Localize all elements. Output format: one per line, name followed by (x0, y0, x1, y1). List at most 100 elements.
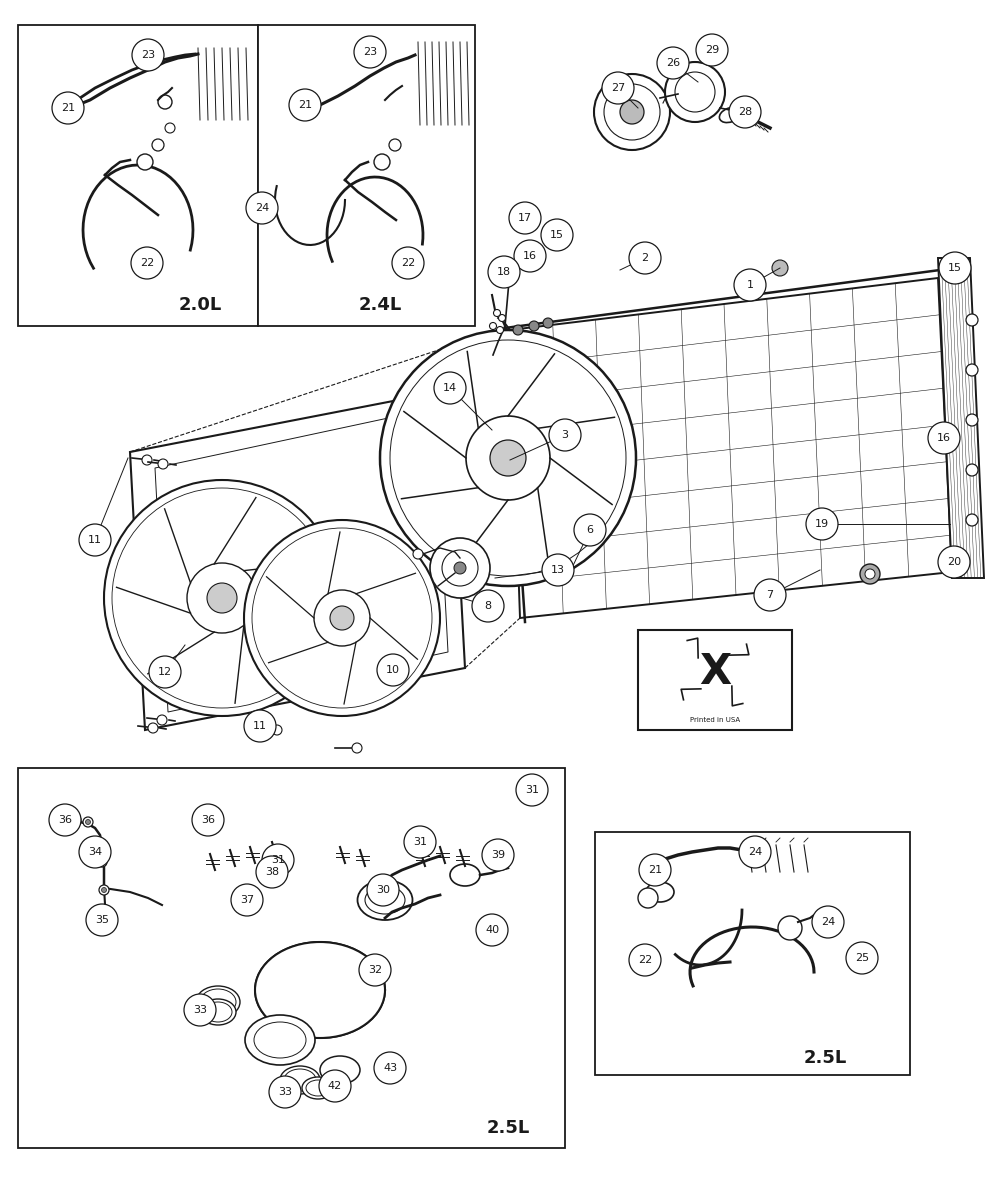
Ellipse shape (302, 1078, 334, 1099)
Circle shape (404, 826, 436, 858)
Circle shape (928, 422, 960, 454)
Text: 13: 13 (551, 565, 565, 575)
Text: 36: 36 (201, 815, 215, 826)
Text: 7: 7 (767, 590, 774, 600)
Text: 26: 26 (666, 58, 680, 68)
Text: 11: 11 (253, 721, 267, 731)
Text: 35: 35 (95, 914, 109, 925)
Circle shape (79, 524, 111, 556)
Circle shape (380, 330, 636, 586)
Text: 22: 22 (401, 258, 415, 268)
Circle shape (231, 884, 263, 916)
Circle shape (966, 514, 978, 526)
Circle shape (772, 260, 788, 276)
Circle shape (269, 1076, 301, 1108)
Circle shape (207, 583, 237, 613)
Circle shape (629, 944, 661, 976)
Circle shape (542, 554, 574, 586)
Circle shape (86, 820, 91, 824)
Circle shape (846, 942, 878, 974)
Polygon shape (510, 278, 952, 618)
Circle shape (83, 817, 93, 827)
Text: 43: 43 (383, 1063, 397, 1073)
Circle shape (413, 550, 423, 559)
Circle shape (256, 856, 288, 888)
Circle shape (497, 326, 504, 334)
Ellipse shape (719, 108, 741, 122)
Circle shape (865, 569, 875, 578)
Text: 20: 20 (947, 557, 961, 566)
Text: 16: 16 (937, 433, 951, 443)
Text: 25: 25 (855, 953, 869, 962)
Circle shape (244, 710, 276, 742)
Circle shape (389, 139, 401, 151)
Circle shape (104, 480, 340, 716)
Text: Printed in USA: Printed in USA (690, 716, 740, 722)
Text: 38: 38 (265, 866, 279, 877)
Circle shape (778, 916, 802, 940)
Circle shape (100, 859, 105, 864)
Circle shape (158, 95, 172, 109)
Circle shape (490, 440, 526, 476)
Circle shape (499, 314, 506, 322)
Circle shape (430, 538, 490, 598)
Circle shape (696, 34, 728, 66)
Circle shape (472, 590, 504, 622)
Ellipse shape (255, 942, 385, 1038)
Circle shape (966, 314, 978, 326)
Circle shape (157, 715, 167, 725)
Bar (258, 25, 475, 326)
Text: 40: 40 (485, 925, 499, 935)
Ellipse shape (245, 1015, 315, 1066)
Circle shape (541, 218, 573, 251)
Text: 6: 6 (587, 526, 594, 535)
Circle shape (392, 247, 424, 278)
Circle shape (158, 458, 168, 469)
Circle shape (142, 455, 152, 464)
Text: 16: 16 (523, 251, 537, 260)
Circle shape (319, 1070, 351, 1102)
Circle shape (359, 954, 391, 986)
Text: X: X (699, 650, 731, 692)
Circle shape (165, 122, 175, 133)
Circle shape (262, 844, 294, 876)
Text: 1: 1 (747, 280, 754, 290)
Polygon shape (938, 258, 984, 578)
Text: 19: 19 (815, 518, 829, 529)
Circle shape (966, 414, 978, 426)
Text: 24: 24 (748, 847, 762, 857)
Circle shape (86, 904, 118, 936)
Circle shape (812, 906, 844, 938)
Circle shape (966, 464, 978, 476)
Circle shape (131, 247, 163, 278)
Text: 10: 10 (386, 665, 400, 674)
Circle shape (482, 839, 514, 871)
Text: 31: 31 (525, 785, 539, 794)
Circle shape (516, 774, 548, 806)
Text: 11: 11 (88, 535, 102, 545)
Text: 15: 15 (550, 230, 564, 240)
Text: 24: 24 (255, 203, 269, 214)
Circle shape (488, 256, 520, 288)
Text: 31: 31 (413, 838, 427, 847)
Bar (638, 630, 792, 730)
Ellipse shape (358, 880, 413, 920)
Circle shape (289, 89, 321, 121)
Circle shape (574, 514, 606, 546)
Bar (18, 768, 565, 1148)
Circle shape (754, 578, 786, 611)
Circle shape (529, 320, 539, 331)
Ellipse shape (196, 986, 240, 1018)
Circle shape (71, 815, 81, 826)
Circle shape (860, 564, 880, 584)
Circle shape (149, 656, 181, 688)
Text: 36: 36 (58, 815, 72, 826)
Circle shape (330, 606, 354, 630)
Circle shape (638, 888, 658, 908)
Circle shape (549, 419, 581, 451)
Text: 2.4L: 2.4L (359, 296, 402, 314)
Circle shape (434, 372, 466, 404)
Circle shape (137, 154, 153, 170)
Circle shape (806, 508, 838, 540)
Circle shape (97, 857, 107, 866)
